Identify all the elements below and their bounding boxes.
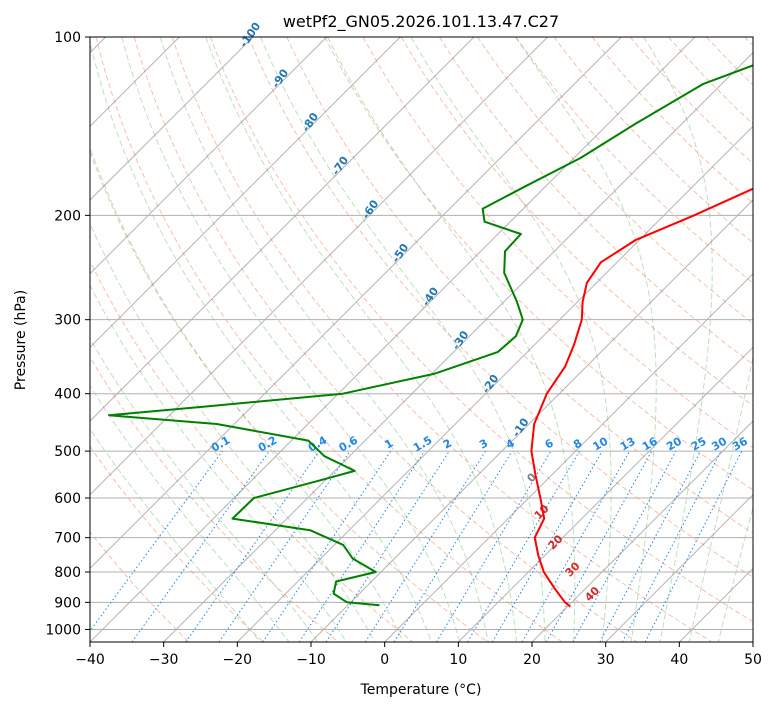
- x-tick-label: 50: [744, 652, 762, 668]
- y-tick-label: 700: [54, 531, 81, 547]
- isotherm-line: [90, 37, 549, 496]
- isotherm-line: [457, 346, 753, 642]
- x-tick-label: 10: [449, 652, 467, 668]
- dry-adiabat-line: [629, 37, 753, 165]
- profile-lines: [108, 64, 753, 608]
- y-tick-label: 800: [54, 565, 81, 581]
- plot-frame: [89, 36, 754, 643]
- axes: −40 −30 −20 −10 0 10 20 30 40 50 100 200 300 400 500 60…: [45, 30, 762, 668]
- dry-adiabat-line: [248, 37, 753, 578]
- moist-adiabat-line: [90, 284, 347, 642]
- mixing-ratio-line: [185, 450, 320, 642]
- y-tick-label: 600: [54, 491, 81, 507]
- mixing-ratio-line: [545, 450, 653, 642]
- isotherm-line: [310, 199, 753, 642]
- isotherm-line: [90, 37, 401, 349]
- isotherm-line: [90, 37, 254, 201]
- x-axis-label: Temperature (°C): [360, 682, 482, 698]
- mixing-ratio-line: [393, 450, 513, 642]
- y-tick-label: 200: [54, 208, 81, 224]
- plot-area: [90, 37, 753, 642]
- temperature-profile-line: [530, 187, 753, 608]
- moist-adiabat-line: [643, 37, 713, 642]
- isotherm-line: [384, 272, 753, 642]
- mixing-ratio-line: [435, 450, 552, 642]
- dry-adiabat-line: [553, 37, 753, 244]
- dry-adiabat-line: [210, 37, 753, 623]
- dry-adiabat-line: [286, 37, 753, 534]
- isotherm-line: [236, 125, 753, 642]
- isotherm-line: [163, 51, 753, 642]
- mixing-ratio-line: [218, 450, 351, 642]
- dry-adiabat-line: [133, 37, 638, 642]
- isotherm-line: [531, 420, 753, 642]
- x-tick-label: 0: [380, 652, 389, 668]
- isotherm-line: [90, 37, 475, 422]
- moist-adiabat-line: [90, 384, 290, 642]
- dry-adiabat-line: [171, 37, 712, 642]
- x-tick-label: 30: [597, 652, 615, 668]
- dry-adiabat-line: [95, 37, 563, 642]
- mixing-ratio-line: [325, 450, 450, 642]
- reference-lines: [90, 37, 753, 642]
- dry-adiabat-line: [438, 37, 753, 366]
- dry-adiabat-line: [324, 37, 753, 491]
- chart-title: wetPf2_GN05.2026.101.13.47.C27: [283, 12, 559, 32]
- x-tick-label: −10: [296, 652, 326, 668]
- x-tick-label: −40: [75, 652, 105, 668]
- x-tick-label: 20: [523, 652, 541, 668]
- y-tick-label: 400: [54, 387, 81, 403]
- isotherm-line: [90, 37, 696, 642]
- y-tick-label: 1000: [45, 622, 81, 638]
- dry-adiabat-line: [90, 445, 264, 642]
- dry-adiabat-line: [400, 37, 753, 407]
- dry-adiabat-line: [90, 150, 488, 642]
- y-axis-label: Pressure (hPa): [13, 290, 29, 390]
- dry-adiabat-line: [90, 259, 414, 642]
- isotherm-line: [90, 37, 622, 570]
- isotherm-line: [605, 493, 753, 642]
- y-tick-label: 500: [54, 444, 81, 460]
- dewpoint-profile-line: [108, 64, 753, 607]
- mixing-ratio-line: [572, 450, 677, 642]
- mixing-ratio-line: [467, 450, 580, 642]
- dry-adiabat-line: [515, 37, 753, 284]
- y-tick-label: 100: [54, 30, 81, 46]
- mixing-ratio-line: [491, 450, 603, 642]
- mixing-ratio-line: [521, 450, 630, 642]
- x-tick-label: −20: [223, 652, 253, 668]
- x-tick-label: −30: [149, 652, 179, 668]
- x-tick-label: 40: [670, 652, 688, 668]
- y-tick-label: 900: [54, 595, 81, 611]
- mixing-ratio-line: [364, 450, 486, 642]
- dry-adiabat-line: [362, 37, 753, 449]
- y-tick-label: 300: [54, 313, 81, 329]
- isotherm-line: [90, 37, 328, 275]
